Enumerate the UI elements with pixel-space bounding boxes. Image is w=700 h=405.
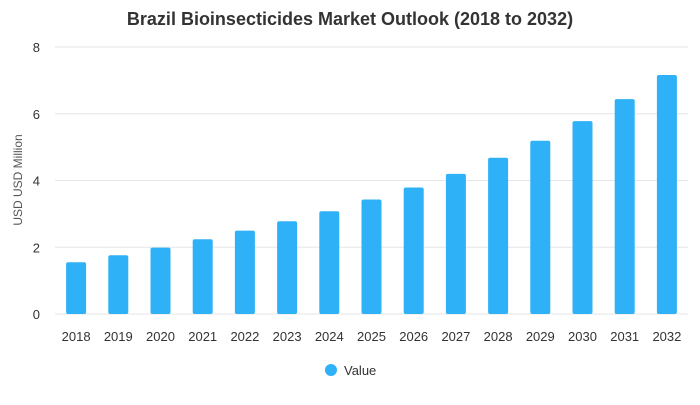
bar-2024[interactable] bbox=[319, 211, 340, 314]
x-tick-label: 2031 bbox=[610, 329, 639, 344]
bar-2023[interactable] bbox=[277, 221, 298, 314]
bar-2021[interactable] bbox=[192, 239, 213, 314]
chart-title: Brazil Bioinsecticides Market Outlook (2… bbox=[127, 9, 573, 29]
x-axis-ticks: 2018 2019 2020 2021 2022 2023 2024 2025 2026 2027… bbox=[62, 329, 682, 344]
bar-2022[interactable] bbox=[234, 230, 255, 314]
legend-label: Value bbox=[344, 363, 376, 378]
legend[interactable]: Value bbox=[325, 363, 376, 378]
y-tick-label: 2 bbox=[33, 240, 40, 255]
x-tick-label: 2028 bbox=[484, 329, 513, 344]
x-tick-label: 2021 bbox=[188, 329, 217, 344]
x-tick-label: 2030 bbox=[568, 329, 597, 344]
bars bbox=[66, 75, 677, 314]
x-tick-label: 2020 bbox=[146, 329, 175, 344]
bar-2031[interactable] bbox=[614, 99, 635, 314]
x-tick-label: 2024 bbox=[315, 329, 344, 344]
y-axis-label: USD USD Million bbox=[11, 134, 25, 225]
y-axis-ticks: 0 2 4 6 8 bbox=[33, 40, 40, 322]
x-tick-label: 2026 bbox=[399, 329, 428, 344]
x-tick-label: 2032 bbox=[652, 329, 681, 344]
y-tick-label: 6 bbox=[33, 107, 40, 122]
y-tick-label: 8 bbox=[33, 40, 40, 55]
x-tick-label: 2019 bbox=[104, 329, 133, 344]
bar-2032[interactable] bbox=[656, 75, 677, 314]
x-tick-label: 2025 bbox=[357, 329, 386, 344]
x-tick-label: 2023 bbox=[273, 329, 302, 344]
bar-2029[interactable] bbox=[530, 140, 551, 314]
x-tick-label: 2029 bbox=[526, 329, 555, 344]
x-tick-label: 2027 bbox=[441, 329, 470, 344]
bar-2020[interactable] bbox=[150, 247, 171, 314]
legend-marker bbox=[325, 364, 337, 376]
bar-2019[interactable] bbox=[108, 255, 129, 314]
x-tick-label: 2018 bbox=[62, 329, 91, 344]
bar-2026[interactable] bbox=[403, 187, 424, 314]
y-tick-label: 4 bbox=[33, 174, 40, 189]
bar-2025[interactable] bbox=[361, 199, 382, 314]
bar-2027[interactable] bbox=[445, 173, 466, 314]
y-tick-label: 0 bbox=[33, 307, 40, 322]
bar-2018[interactable] bbox=[66, 262, 87, 314]
x-tick-label: 2022 bbox=[230, 329, 259, 344]
bar-2030[interactable] bbox=[572, 121, 593, 314]
bar-2028[interactable] bbox=[488, 157, 509, 314]
